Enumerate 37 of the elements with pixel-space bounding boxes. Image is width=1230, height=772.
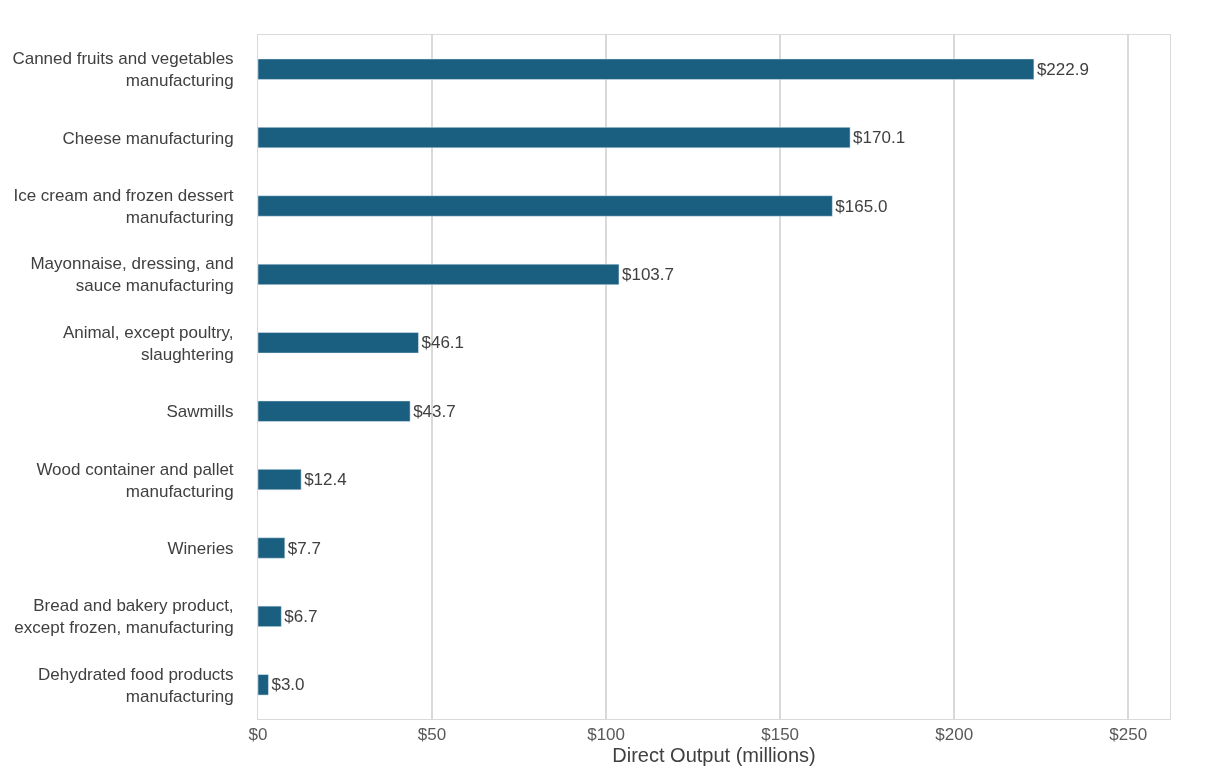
y-tick-label: Wineries bbox=[167, 538, 234, 558]
bar bbox=[258, 127, 851, 149]
x-axis-title: Direct Output (millions) bbox=[612, 744, 816, 767]
y-tick-label: Mayonnaise, dressing, and sauce manufacturing bbox=[30, 254, 234, 296]
y-tick-label: Wood container and pallet manufacturing bbox=[36, 459, 234, 501]
bar bbox=[258, 263, 620, 285]
x-tick-label: $0 bbox=[248, 725, 268, 745]
bar bbox=[258, 537, 286, 559]
y-tick-label: Canned fruits and vegetables manufacturing bbox=[12, 49, 234, 91]
x-tick-label: $150 bbox=[761, 725, 800, 745]
bar bbox=[258, 605, 282, 627]
x-tick-label: $100 bbox=[587, 725, 625, 745]
data-label: $43.7 bbox=[413, 401, 456, 421]
data-label: $170.1 bbox=[853, 128, 906, 148]
bar bbox=[258, 58, 1035, 80]
x-tick-label: $200 bbox=[935, 725, 974, 745]
bar bbox=[258, 674, 269, 696]
y-tick-label: Sawmills bbox=[166, 402, 234, 422]
data-label: $12.4 bbox=[304, 470, 347, 490]
bar bbox=[258, 195, 833, 217]
data-label: $7.7 bbox=[287, 538, 321, 558]
data-label: $46.1 bbox=[421, 333, 465, 353]
data-label: $103.7 bbox=[621, 264, 674, 284]
x-tick-label: $50 bbox=[417, 725, 447, 745]
data-label: $3.0 bbox=[271, 675, 305, 695]
data-label: $6.7 bbox=[284, 606, 318, 626]
y-tick-label: Cheese manufacturing bbox=[62, 128, 234, 148]
x-tick-label: $250 bbox=[1109, 725, 1148, 745]
data-label: $165.0 bbox=[835, 196, 888, 216]
bar bbox=[258, 469, 302, 491]
bar bbox=[258, 332, 419, 354]
y-tick-label: Ice cream and frozen dessert manufacturing bbox=[13, 185, 234, 227]
y-tick-label: Animal, except poultry, slaughtering bbox=[62, 322, 234, 364]
data-label: $222.9 bbox=[1036, 59, 1089, 79]
bar bbox=[258, 400, 411, 422]
y-tick-label: Bread and bakery product, except frozen, manufacturing bbox=[14, 596, 234, 638]
y-tick-label: Dehydrated food products manufacturing bbox=[37, 664, 234, 706]
